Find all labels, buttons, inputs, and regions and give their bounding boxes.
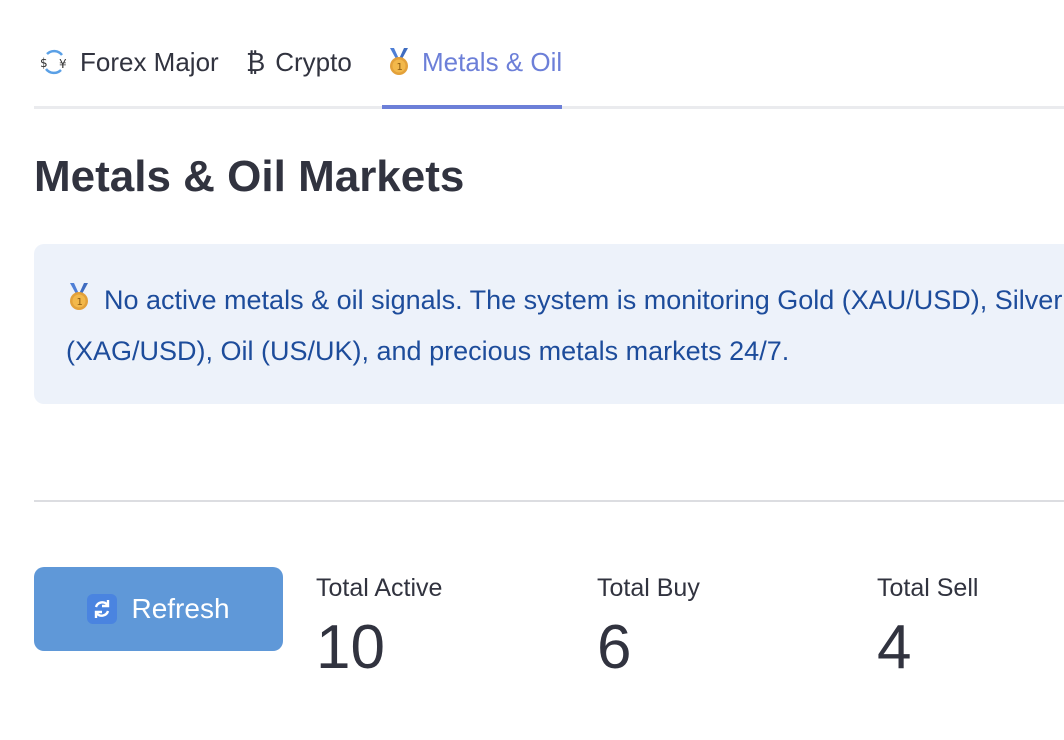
svg-text:¥: ¥ bbox=[59, 57, 67, 71]
svg-text:1: 1 bbox=[397, 62, 403, 73]
medal-icon: 1 bbox=[66, 279, 92, 327]
tab-crypto[interactable]: ₿ Crypto bbox=[246, 40, 352, 84]
info-message-container: 1 No active metals & oil signals. The sy… bbox=[66, 276, 1064, 375]
metric-total-sell: Total Sell 4 bbox=[877, 574, 978, 679]
metric-value: 10 bbox=[316, 613, 385, 682]
info-message: No active metals & oil signals. The syst… bbox=[66, 285, 1063, 366]
metric-value: 6 bbox=[597, 613, 632, 682]
active-tab-indicator bbox=[382, 105, 562, 109]
svg-text:$: $ bbox=[40, 56, 48, 70]
bitcoin-icon: ₿ bbox=[246, 46, 266, 77]
metric-value: 4 bbox=[877, 613, 912, 682]
divider bbox=[34, 500, 1064, 502]
metric-label: Total Buy bbox=[597, 574, 700, 602]
tab-forex-major[interactable]: $ ¥ Forex Major bbox=[38, 40, 219, 84]
metric-label: Total Sell bbox=[877, 574, 979, 602]
medal-icon: 1 bbox=[386, 47, 412, 77]
tab-metals-oil[interactable]: 1 Metals & Oil bbox=[386, 40, 562, 84]
svg-text:1: 1 bbox=[77, 297, 83, 308]
tab-label: Crypto bbox=[275, 46, 352, 77]
page-title: Metals & Oil Markets bbox=[34, 152, 465, 201]
info-alert: 1 No active metals & oil signals. The sy… bbox=[34, 244, 1064, 404]
metric-total-buy: Total Buy 6 bbox=[597, 574, 700, 679]
tab-label: Metals & Oil bbox=[422, 46, 563, 77]
tab-bar: $ ¥ Forex Major ₿ Crypto 1 Metals & Oil bbox=[34, 0, 1064, 109]
metric-label: Total Active bbox=[316, 574, 443, 602]
metric-total-active: Total Active 10 bbox=[316, 574, 442, 679]
refresh-button[interactable]: Refresh bbox=[34, 567, 283, 651]
currency-exchange-icon: $ ¥ bbox=[38, 48, 70, 76]
refresh-button-label: Refresh bbox=[131, 593, 230, 624]
tab-label: Forex Major bbox=[80, 46, 219, 77]
refresh-icon bbox=[87, 594, 118, 624]
